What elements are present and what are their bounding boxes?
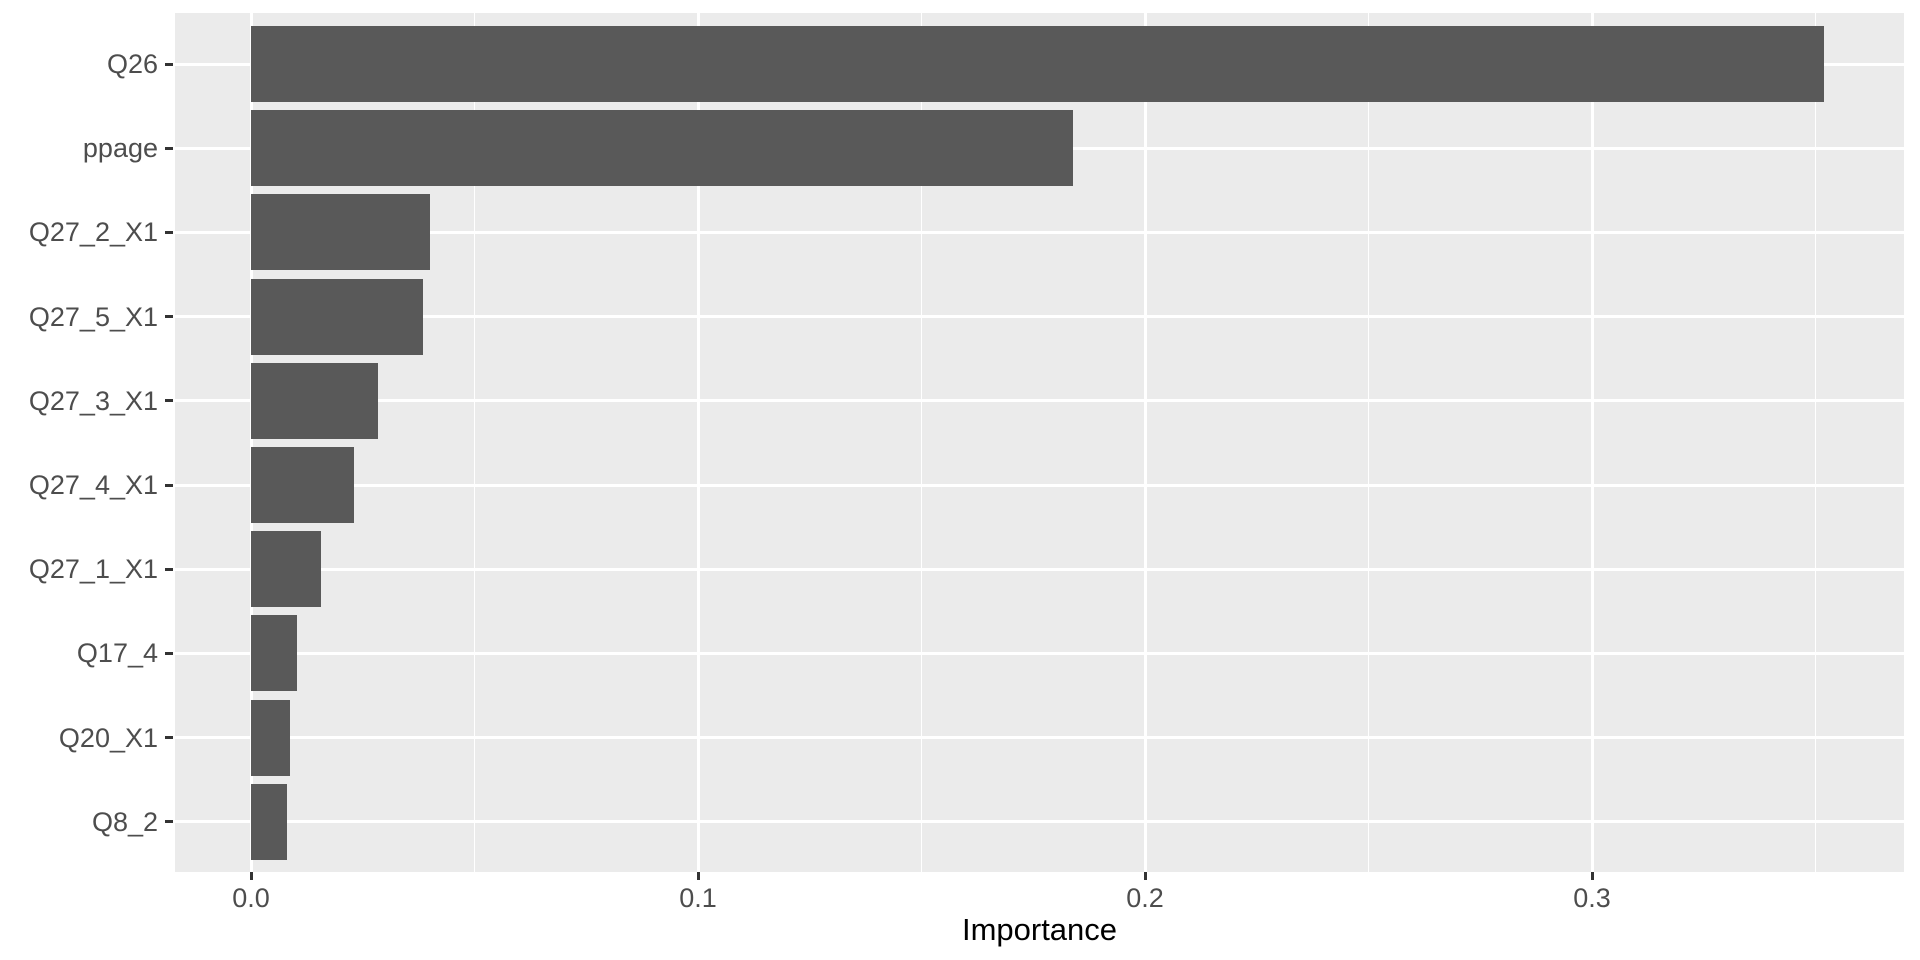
bar-ppage	[251, 110, 1074, 187]
y-axis-label-Q27_4_X1: Q27_4_X1	[28, 470, 158, 500]
y-major-gridline	[175, 315, 1904, 319]
y-axis-tick	[165, 146, 173, 150]
y-axis-label-Q8_2: Q8_2	[91, 806, 158, 837]
y-major-gridline	[175, 230, 1904, 234]
y-axis-label-Q17_4: Q17_4	[76, 638, 158, 669]
y-axis-tick	[165, 230, 173, 234]
x-axis-tick-label: 0.0	[232, 883, 270, 913]
bar-Q26	[251, 26, 1825, 102]
x-axis-tick-label: 0.3	[1573, 883, 1611, 913]
y-major-gridline	[175, 651, 1904, 655]
bar-Q27_3_X1	[251, 362, 378, 439]
y-major-gridline	[175, 736, 1904, 740]
x-axis-tick	[1143, 872, 1147, 880]
y-major-gridline	[175, 483, 1904, 487]
x-minor-gridline	[1814, 13, 1817, 872]
y-axis-tick	[165, 820, 173, 824]
y-major-gridline	[175, 399, 1904, 403]
x-major-gridline	[1143, 13, 1147, 872]
bar-Q27_4_X1	[251, 447, 354, 523]
bar-Q27_5_X1	[251, 278, 424, 355]
bar-Q17_4	[251, 615, 298, 692]
y-axis-label-Q27_1_X1: Q27_1_X1	[28, 554, 158, 585]
x-major-gridline	[249, 13, 253, 872]
y-major-gridline	[175, 567, 1904, 571]
y-axis-tick	[165, 399, 173, 403]
y-axis-label-Q26: Q26	[106, 49, 158, 79]
x-axis-tick	[696, 872, 700, 880]
x-axis-tick	[249, 872, 253, 880]
y-axis-tick	[165, 315, 173, 319]
x-axis-tick	[1590, 872, 1594, 880]
x-minor-gridline	[920, 13, 923, 872]
y-axis-tick	[165, 651, 173, 655]
y-axis-tick	[165, 62, 173, 66]
y-major-gridline	[175, 820, 1904, 824]
y-axis-tick	[165, 483, 173, 487]
bar-Q27_2_X1	[251, 194, 430, 271]
x-major-gridline	[696, 13, 700, 872]
x-major-gridline	[1590, 13, 1594, 872]
x-axis-tick-label: 0.2	[1126, 883, 1164, 913]
y-axis-label-ppage: ppage	[82, 133, 158, 164]
bar-Q8_2	[251, 783, 288, 860]
plot-panel	[175, 13, 1904, 872]
y-axis-label-Q27_3_X1: Q27_3_X1	[28, 385, 158, 416]
y-axis-label-Q20_X1: Q20_X1	[58, 722, 158, 753]
y-axis-label-Q27_2_X1: Q27_2_X1	[28, 217, 158, 248]
y-axis-tick	[165, 736, 173, 740]
bar-Q27_1_X1	[251, 531, 322, 608]
x-minor-gridline	[1367, 13, 1370, 872]
y-axis-label-Q27_5_X1: Q27_5_X1	[28, 301, 158, 332]
y-axis-tick	[165, 567, 173, 571]
x-minor-gridline	[473, 13, 476, 872]
x-axis-title: Importance	[961, 912, 1118, 947]
x-axis-tick-label: 0.1	[679, 883, 717, 913]
bar-Q20_X1	[251, 699, 290, 776]
